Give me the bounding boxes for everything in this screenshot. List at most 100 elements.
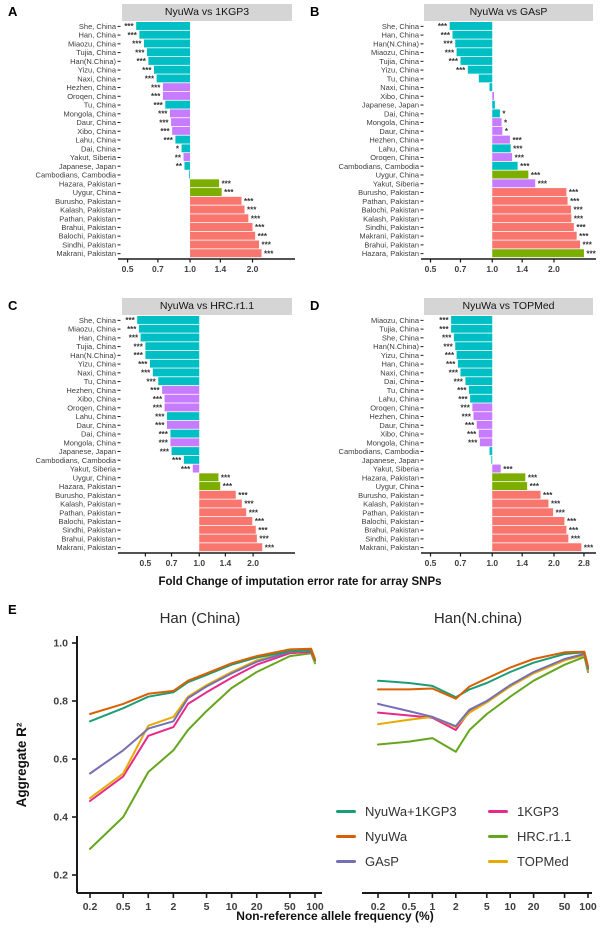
svg-text:Oroqen, China: Oroqen, China	[370, 403, 420, 412]
svg-text:***: ***	[531, 171, 541, 180]
svg-text:***: ***	[441, 31, 451, 40]
legend-swatch-nyuwa	[336, 835, 356, 838]
svg-text:***: ***	[155, 421, 165, 430]
svg-text:Pathan, Pakistan: Pathan, Pakistan	[59, 508, 116, 517]
svg-text:Dai, China: Dai, China	[384, 377, 420, 386]
svg-text:1: 1	[145, 901, 151, 913]
svg-text:2.0: 2.0	[548, 264, 560, 274]
svg-text:***: ***	[221, 474, 231, 483]
svg-text:Yizu, China: Yizu, China	[381, 351, 420, 360]
svg-text:***: ***	[446, 360, 456, 369]
svg-text:*: *	[505, 127, 509, 136]
legend-item-nyuwa: NyuWa	[336, 824, 488, 849]
svg-text:100: 100	[579, 901, 597, 913]
svg-text:Xibo, China: Xibo, China	[77, 395, 117, 404]
svg-text:Tu, China: Tu, China	[84, 377, 117, 386]
svg-text:She, China: She, China	[382, 333, 420, 342]
svg-text:***: ***	[442, 334, 452, 343]
svg-text:Japanese, Japan: Japanese, Japan	[59, 447, 116, 456]
panel-a-title: NyuWa vs 1KGP3	[122, 4, 292, 21]
svg-text:0.2: 0.2	[83, 901, 98, 913]
svg-text:Hazara, Pakistan: Hazara, Pakistan	[59, 179, 116, 188]
legend-item-gasp: GAsP	[336, 849, 488, 874]
svg-text:Hezhen, China: Hezhen, China	[369, 412, 419, 421]
svg-text:***: ***	[570, 197, 580, 206]
svg-text:Yizu, China: Yizu, China	[381, 66, 420, 75]
svg-text:Daur, China: Daur, China	[76, 118, 116, 127]
svg-text:2: 2	[170, 901, 176, 913]
svg-text:***: ***	[251, 214, 261, 223]
svg-text:*: *	[502, 110, 506, 119]
svg-text:Daur, China: Daur, China	[76, 421, 116, 430]
svg-text:***: ***	[159, 430, 169, 439]
legend-label: 1KGP3	[517, 804, 559, 819]
svg-text:Cambodians, Cambodia: Cambodians, Cambodia	[36, 456, 117, 465]
svg-text:Han, China: Han, China	[78, 31, 116, 40]
svg-text:***: ***	[181, 465, 191, 474]
svg-text:***: ***	[132, 40, 142, 49]
svg-text:Balochi, Pakistan: Balochi, Pakistan	[361, 206, 419, 215]
svg-text:***: ***	[443, 40, 453, 49]
line-chart-title-han-nchina: Han(N.china)	[433, 610, 523, 627]
svg-text:Sindhi, Pakistan: Sindhi, Pakistan	[62, 526, 116, 535]
svg-text:*: *	[176, 145, 180, 154]
svg-text:Yakut, Siberia: Yakut, Siberia	[373, 465, 420, 474]
svg-text:Oroqen, China: Oroqen, China	[370, 153, 420, 162]
svg-text:Naxi, China: Naxi, China	[380, 83, 420, 92]
svg-text:***: ***	[574, 214, 584, 223]
panel-e-letter: E	[8, 602, 17, 617]
svg-text:***: ***	[567, 517, 577, 526]
svg-text:***: ***	[160, 127, 170, 136]
svg-text:***: ***	[449, 369, 459, 378]
svg-text:Daur, China: Daur, China	[379, 127, 419, 136]
svg-text:***: ***	[142, 66, 152, 75]
svg-text:5: 5	[204, 901, 210, 913]
svg-text:0.5: 0.5	[139, 558, 151, 568]
legend-label: GAsP	[365, 854, 399, 869]
svg-text:Cambodians, Cambodia: Cambodians, Cambodia	[36, 171, 117, 180]
svg-text:***: ***	[265, 543, 275, 552]
svg-text:***: ***	[439, 316, 449, 325]
svg-text:Pathan, Pakistan: Pathan, Pakistan	[59, 214, 116, 223]
svg-text:Uygur, China: Uygur, China	[376, 482, 420, 491]
svg-text:***: ***	[467, 430, 477, 439]
svg-text:***: ***	[223, 482, 233, 491]
svg-text:1.4: 1.4	[516, 558, 528, 568]
svg-text:Mongola, China: Mongola, China	[366, 438, 419, 447]
svg-text:***: ***	[458, 395, 468, 404]
svg-text:***: ***	[153, 395, 163, 404]
svg-text:0.2: 0.2	[53, 870, 68, 882]
svg-text:***: ***	[584, 543, 594, 552]
panel-c-letter: C	[8, 298, 18, 313]
svg-text:Hazara, Pakistan: Hazara, Pakistan	[362, 473, 419, 482]
svg-text:***: ***	[512, 136, 522, 145]
svg-text:***: ***	[244, 197, 254, 206]
svg-text:***: ***	[576, 223, 586, 232]
panel-d-letter: D	[310, 298, 320, 313]
panel-b-title: NyuWa vs GAsP	[424, 4, 593, 21]
svg-text:Yizu, China: Yizu, China	[78, 360, 117, 369]
svg-text:Tujia, China: Tujia, China	[76, 342, 117, 351]
svg-text:Uygur, China: Uygur, China	[73, 473, 117, 482]
svg-text:***: ***	[159, 439, 169, 448]
svg-text:1.0: 1.0	[486, 558, 498, 568]
legend-item-1kgp3: 1KGP3	[488, 799, 571, 824]
svg-text:Han, China: Han, China	[381, 360, 419, 369]
svg-text:***: ***	[573, 206, 583, 215]
panel-a-letter: A	[8, 4, 18, 19]
svg-text:Daur, China: Daur, China	[379, 421, 419, 430]
svg-text:Lahu, China: Lahu, China	[76, 136, 117, 145]
svg-text:Lahu, China: Lahu, China	[379, 395, 420, 404]
svg-text:***: ***	[135, 48, 145, 57]
svg-text:Brahui, Pakistan: Brahui, Pakistan	[61, 534, 116, 543]
svg-text:***: ***	[456, 66, 466, 75]
svg-text:She, China: She, China	[79, 316, 117, 325]
svg-text:***: ***	[465, 421, 475, 430]
svg-text:0.2: 0.2	[371, 901, 386, 913]
svg-text:***: ***	[244, 500, 254, 509]
bar-chart-nyuwa-vs-hrc: She, China *** Miaozu, China *** Han, China *…	[36, 316, 295, 568]
svg-text:Xibo, China: Xibo, China	[77, 127, 117, 136]
svg-text:1.0: 1.0	[486, 264, 498, 274]
svg-text:***: ***	[258, 232, 268, 241]
